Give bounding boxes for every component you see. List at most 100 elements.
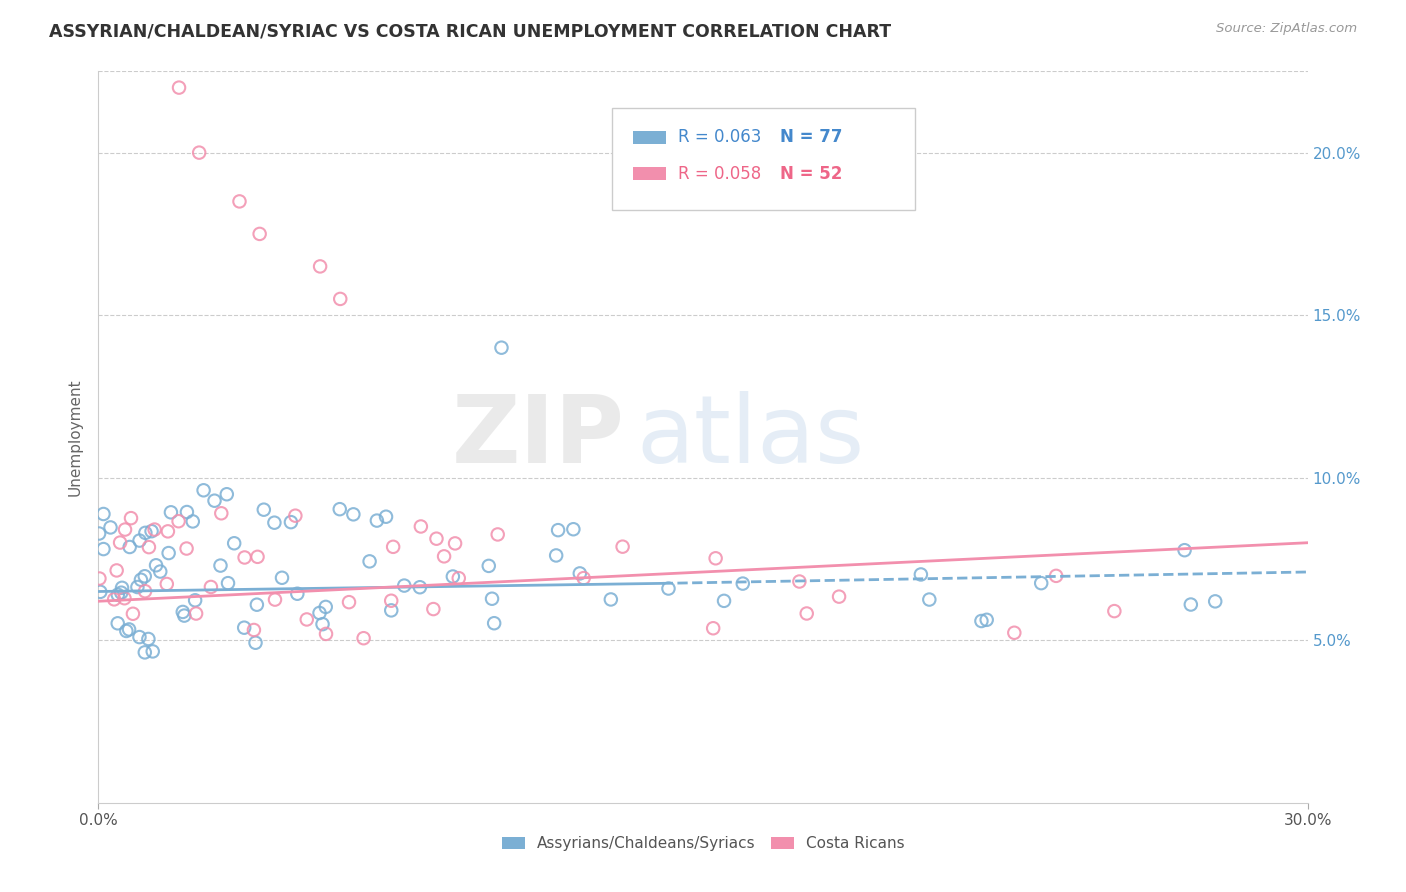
Point [1002,625,1025,640]
Point [181,515,204,529]
Point [796,607,818,621]
Text: ASSYRIAN/CHALDEAN/SYRIAC VS COSTA RICAN UNEMPLOYMENT CORRELATION CHART: ASSYRIAN/CHALDEAN/SYRIAC VS COSTA RICAN … [49,22,891,40]
Point [394,578,416,592]
Point [115,624,138,638]
Point [209,558,232,573]
Point [409,519,432,533]
Point [271,571,294,585]
Point [108,535,131,549]
Point [713,594,735,608]
Y-axis label: Unemployment: Unemployment [67,378,83,496]
Point [107,588,129,602]
Point [329,292,352,306]
Point [193,483,215,498]
Point [246,549,269,564]
Point [572,571,595,585]
Point [546,549,568,563]
Point [143,523,166,537]
Point [353,631,375,645]
Point [918,592,941,607]
Text: ZIP: ZIP [451,391,624,483]
Point [243,623,266,637]
Point [93,507,115,521]
Point [105,563,128,577]
Point [1104,604,1126,618]
Point [224,536,246,550]
Point [173,608,195,623]
Point [134,584,156,599]
Point [263,516,285,530]
Point [93,542,115,557]
Point [184,607,207,621]
Point [380,603,402,617]
Point [311,617,333,632]
Point [176,505,198,519]
Point [156,577,179,591]
Point [1045,569,1067,583]
Point [111,581,134,595]
Point [1204,594,1226,608]
FancyBboxPatch shape [613,108,915,211]
Point [149,565,172,579]
Point [138,632,160,646]
Point [359,554,381,568]
Point [134,569,156,583]
Point [441,569,464,583]
Point [1180,598,1202,612]
Text: R = 0.058: R = 0.058 [678,165,761,183]
Point [120,511,142,525]
Point [215,487,238,501]
Point [89,585,111,599]
Point [284,508,307,523]
Point [337,595,360,609]
Point [409,580,432,594]
Point [233,550,256,565]
Point [382,540,405,554]
Point [160,505,183,519]
Point [702,621,724,635]
Point [568,566,591,581]
Point [447,571,470,585]
Point [134,525,156,540]
Point [246,598,269,612]
Point [156,524,179,539]
Point [184,593,207,607]
Point [110,585,132,599]
Point [375,509,398,524]
Point [118,623,141,637]
Point [145,558,167,573]
Point [114,591,136,606]
Point [612,540,634,554]
Bar [633,130,665,144]
Text: atlas: atlas [637,391,865,483]
Bar [633,167,665,180]
Point [89,572,111,586]
Point [444,536,467,550]
Point [828,590,851,604]
Point [253,502,276,516]
Point [103,592,125,607]
Point [167,514,190,528]
Point [315,627,337,641]
Point [157,546,180,560]
Point [127,580,149,594]
Point [309,260,332,274]
Point [134,645,156,659]
Point [562,522,585,536]
Point [547,523,569,537]
Point [114,523,136,537]
Point [1174,543,1197,558]
Point [172,605,194,619]
Point [599,592,621,607]
Point [491,341,513,355]
Point [342,508,364,522]
Point [209,506,232,520]
Point [910,567,932,582]
Point [264,592,287,607]
Point [731,576,754,591]
Point [295,612,318,626]
Point [482,616,505,631]
Point [200,580,222,594]
Text: N = 77: N = 77 [780,128,842,146]
Point [204,493,226,508]
